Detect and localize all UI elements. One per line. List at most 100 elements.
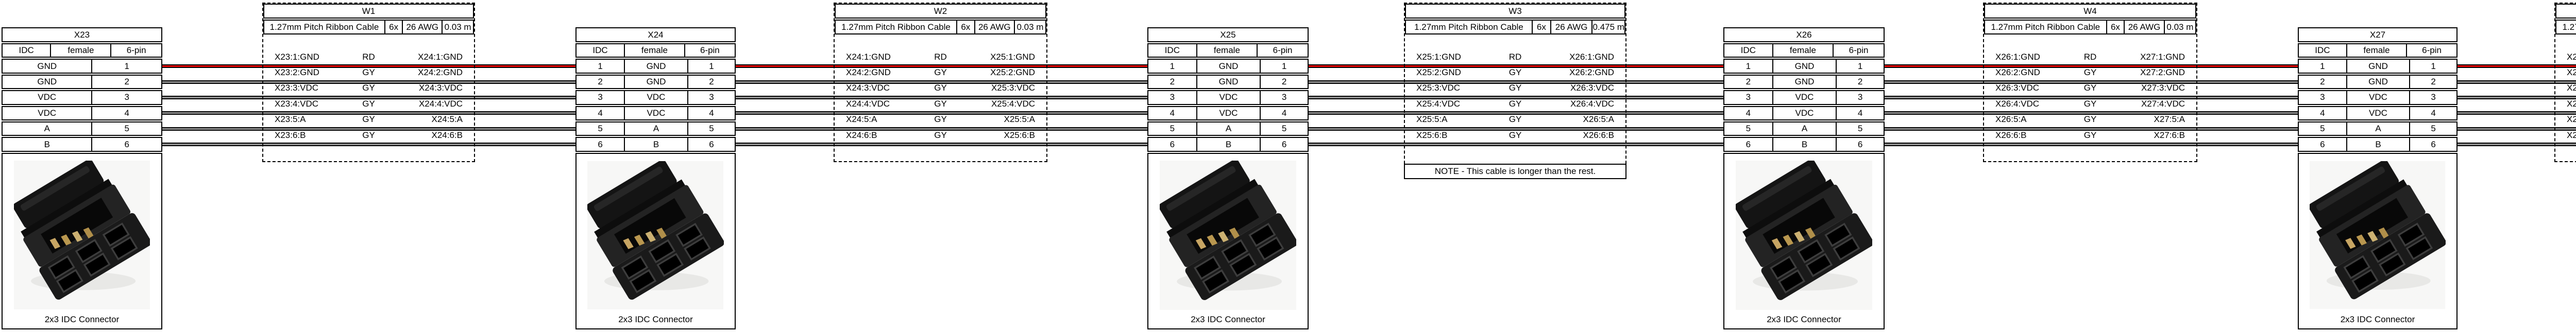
wire-label-row: X26:3:VDC GY X27:3:VDC <box>1984 83 2196 93</box>
connector-pincount: 6-pin <box>1257 44 1308 57</box>
wire-from-label: X23:3:VDC <box>275 83 319 93</box>
wire-label-row: X24:6:B GY X25:6:B <box>835 130 1046 141</box>
wire-color-code: GY <box>1509 114 1522 125</box>
wire-W3-5 <box>1309 127 1723 131</box>
pin-number-in: 5 <box>598 124 603 134</box>
connector-type: IDC <box>1740 45 1756 56</box>
connector-photo-wrap <box>1159 159 1297 311</box>
pin-name: B <box>1196 138 1260 151</box>
pin-number-in: 2 <box>1745 76 1751 86</box>
connector-caption: 2x3 IDC Connector <box>1767 314 1841 324</box>
wire-to-label: X27:2:GND <box>2140 67 2185 77</box>
wire-W1-1 <box>162 64 575 68</box>
wire-to-label: X26:1:GND <box>1569 51 1614 62</box>
cable-type: 1.27mm Pitch Ribbon Cable <box>269 22 379 32</box>
pin-number-in: 3 <box>1745 92 1751 102</box>
wire-W4-3 <box>1885 95 2298 99</box>
cable-wirecount: 6x <box>384 21 402 33</box>
wire-to-label: X27:6:B <box>2154 130 2185 140</box>
connector-X27: X27 IDC female 6-pin 1 GND 1 2 GND 2 3 VDC 3 4 VDC 4 5 A 5… <box>2298 27 2458 329</box>
pin-name: A <box>1196 123 1260 135</box>
connector-photo-wrap <box>13 159 150 311</box>
pin-row: GND 1 <box>2 59 162 74</box>
connector-caption: 2x3 IDC Connector <box>618 314 693 324</box>
wire-W3-3 <box>1309 95 1723 99</box>
wire-label-row: X23:4:VDC GY X24:4:VDC <box>263 99 474 109</box>
wire-from-label: X27:2:GND <box>2567 67 2576 77</box>
connector-pincount: 6-pin <box>110 44 161 57</box>
wire-label-row: X27:1:GNDRDX28:1:GND <box>2555 52 2576 62</box>
wire-W5-6 <box>2458 143 2576 147</box>
pin-name: GND <box>624 75 687 89</box>
wire-from-label: X27:3:VDC <box>2567 83 2576 93</box>
pin-row: 4 VDC 4 <box>2298 106 2458 120</box>
wire-to-label: X27:3:VDC <box>2141 83 2185 93</box>
pin-number-out: 1 <box>1836 60 1884 73</box>
pin-name: VDC <box>1772 91 1836 104</box>
connector-type: IDC <box>592 45 608 56</box>
pin-name: VDC <box>1196 91 1260 104</box>
wire-label-row: X27:4:VDCGYX28:4:VDC <box>2555 99 2576 109</box>
cable-note: NOTE - This cable is longer than the res… <box>1404 164 1626 179</box>
wire-from-label: X27:4:VDC <box>2567 98 2576 109</box>
wire-label-row: X25:3:VDC GY X26:3:VDC <box>1405 83 1625 93</box>
wire-color-code: GY <box>2083 98 2097 109</box>
pin-name: A <box>1772 123 1836 135</box>
wire-W1-4 <box>162 111 575 115</box>
pin-number-in: 1 <box>1745 61 1751 71</box>
wire-from-label: X23:2:GND <box>275 67 319 77</box>
wire-label-row: X23:3:VDC GY X24:3:VDC <box>263 83 474 93</box>
cable-length: 0.03 m <box>2163 21 2195 33</box>
pin-name: VDC <box>624 107 687 119</box>
pin-number-in: 3 <box>598 92 603 102</box>
wire-color-code: GY <box>362 130 375 140</box>
connector-title: X26 <box>1723 27 1885 42</box>
connector-pincount: 6-pin <box>684 44 735 57</box>
wire-from-label: X26:6:B <box>1995 130 2027 140</box>
pin-number-in: 4 <box>598 108 603 118</box>
pin-number-in: 6 <box>1745 139 1751 149</box>
wire-W5-3 <box>2458 95 2576 99</box>
wire-to-label: X24:4:VDC <box>418 98 463 109</box>
pin-number-in: 6 <box>598 139 603 149</box>
wire-from-label: X24:3:VDC <box>846 83 890 93</box>
wire-label-row: X23:6:B GY X24:6:B <box>263 130 474 141</box>
pin-number-out: 2 <box>2409 75 2456 89</box>
wire-label-row: X24:3:VDC GY X25:3:VDC <box>835 83 1046 93</box>
wire-color-code: GY <box>934 67 947 77</box>
wire-from-label: X24:5:A <box>846 114 877 125</box>
wire-from-label: X23:1:GND <box>275 51 319 62</box>
wire-to-label: X27:1:GND <box>2140 51 2185 62</box>
wire-from-label: X27:6:B <box>2567 130 2576 140</box>
wire-color-code: RD <box>1509 51 1522 62</box>
wire-from-label: X25:1:GND <box>1416 51 1461 62</box>
pin-name: VDC <box>2346 107 2409 119</box>
wire-label-row: X26:5:A GY X27:5:A <box>1984 114 2196 125</box>
wire-W4-6 <box>1885 143 2298 147</box>
wire-label-row: X24:2:GND GY X25:2:GND <box>835 67 1046 78</box>
wire-W2-4 <box>736 111 1147 115</box>
pin-row: GND 2 <box>2 74 162 90</box>
pin-name: B <box>624 138 687 151</box>
wire-from-label: X23:6:B <box>275 130 306 140</box>
wire-from-label: X27:5:A <box>2567 114 2576 125</box>
wire-to-label: X24:6:B <box>431 130 463 140</box>
wire-from-label: X25:5:A <box>1416 114 1448 125</box>
pin-row: 1 GND 1 <box>575 59 736 74</box>
wire-W1-6 <box>162 143 575 147</box>
idc-connector-photo <box>587 161 724 309</box>
connector-image-cell: 2x3 IDC Connector <box>2298 152 2458 329</box>
pin-number-in: 2 <box>1170 76 1175 86</box>
pin-number-in: 3 <box>2320 92 2325 102</box>
connector-X23: X23 IDC female 6-pin GND 1 GND 2 VDC 3 VDC 4 A 5 B 6 2x3… <box>2 27 162 329</box>
wire-color-code: RD <box>362 51 375 62</box>
pin-number: 1 <box>91 60 161 73</box>
wire-to-label: X25:1:GND <box>990 51 1035 62</box>
pin-number-in: 4 <box>2320 108 2325 118</box>
